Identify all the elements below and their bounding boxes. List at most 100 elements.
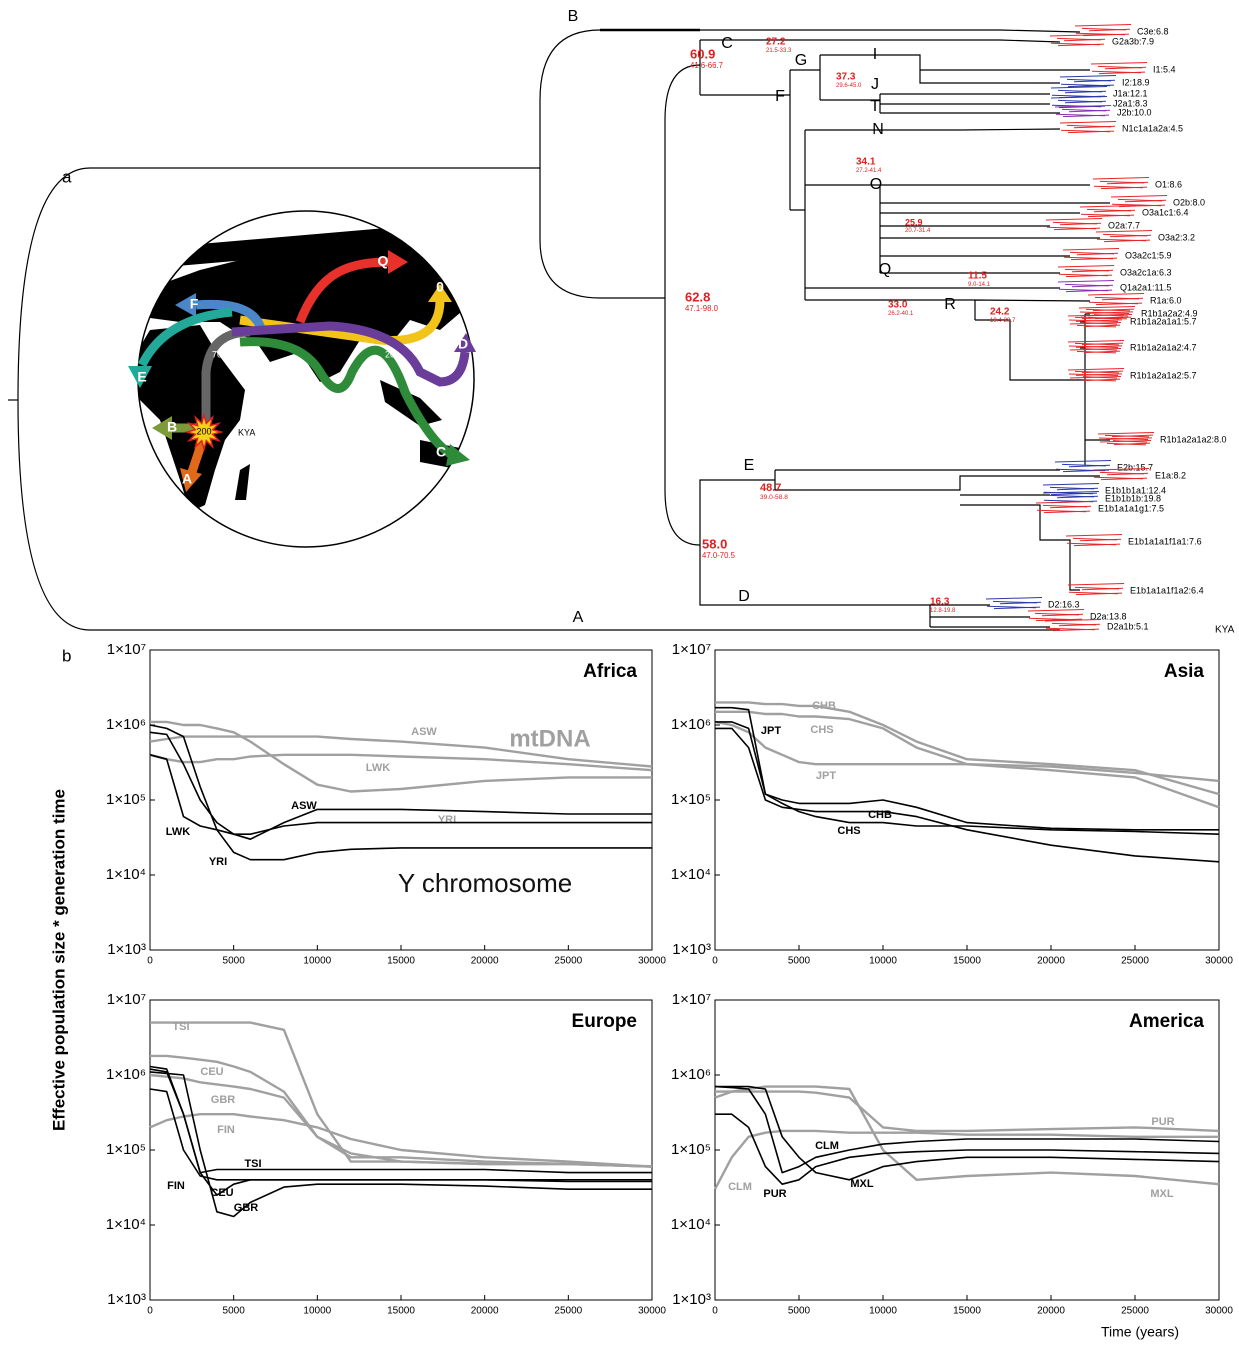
x-tick-label: 30000 (638, 1306, 666, 1317)
route-time: 40 (441, 346, 451, 356)
series-label: TSI (244, 1158, 261, 1170)
series-label: YRI (438, 814, 456, 826)
x-tick-label: 15000 (387, 1306, 415, 1317)
chart-title: Europe (572, 1011, 637, 1032)
leaf-label: E2b:15.7 (1117, 462, 1153, 472)
clade-label: D (738, 588, 750, 605)
origin-age: 200 (196, 426, 211, 436)
clade-label: A (573, 609, 584, 626)
series-label: MXL (1150, 1188, 1174, 1200)
series-label: PUR (763, 1188, 786, 1200)
x-tick-label: 30000 (1205, 1306, 1233, 1317)
series-label: CHB (812, 700, 836, 712)
y-tick-label: 1×10⁴ (106, 866, 146, 883)
leaf-label: R1b1a2a1a2:8.0 (1160, 434, 1227, 444)
leaf-label: N1c1a1a2a:4.5 (1122, 123, 1183, 133)
y-tick-label: 1×10⁷ (107, 991, 146, 1008)
series-label: LWK (166, 826, 190, 838)
series-label: MXL (850, 1178, 874, 1190)
node-age-range: 21.5-33.3 (766, 48, 792, 54)
chart-title: Africa (583, 661, 637, 682)
annotation: Y chromosome (398, 868, 572, 898)
leaf-label: I1:5.4 (1153, 64, 1176, 74)
x-tick-label: 20000 (1037, 1306, 1065, 1317)
y-tick-label: 1×10⁴ (671, 866, 711, 883)
x-tick-label: 30000 (638, 956, 666, 967)
clade-label: E (744, 457, 755, 474)
time-unit: KYA (1215, 625, 1235, 636)
leaf-label: I2:18.9 (1122, 77, 1150, 87)
series-label: LWK (366, 762, 390, 774)
route-label: B (167, 419, 177, 435)
leaf-label: Q1a2a1:11.5 (1120, 282, 1171, 292)
x-tick-label: 25000 (554, 1306, 582, 1317)
leaf-label: E1b1a1a1f1a2:6.4 (1130, 585, 1204, 595)
x-tick-label: 15000 (953, 1306, 981, 1317)
clade-label: O (870, 176, 882, 193)
node-age: 25.9 (905, 217, 923, 227)
leaf-label: R1b1a2a1a1:5.7 (1130, 316, 1197, 326)
y-tick-label: 1×10⁵ (106, 1141, 146, 1158)
node-age: 62.8 (685, 289, 710, 304)
node-age-range: 9.0-14.1 (968, 282, 991, 288)
node-age: 34.1 (856, 157, 876, 168)
leaf-label: O3a2:3.2 (1158, 232, 1195, 242)
series-label: JPT (761, 725, 781, 737)
y-tick-label: 1×10³ (107, 941, 146, 958)
annotation: mtDNA (509, 725, 590, 752)
x-tick-label: 20000 (471, 1306, 499, 1317)
series-label: FIN (217, 1124, 235, 1136)
x-tick-label: 5000 (223, 956, 246, 967)
clade-label: T (870, 98, 880, 115)
route-label: C (436, 444, 446, 460)
node-age: 37.3 (836, 72, 856, 83)
x-tick-label: 0 (712, 1306, 718, 1317)
node-age-range: 20.7-31.4 (905, 228, 931, 234)
node-age: 24.2 (990, 307, 1010, 318)
node-age-range: 12.8-19.8 (930, 608, 956, 614)
series-label: GBR (234, 1202, 259, 1214)
figure: a b Effective population size * generati… (0, 0, 1239, 1345)
series-label: FIN (167, 1180, 185, 1192)
series-label: GBR (211, 1094, 236, 1106)
series-label: ASW (291, 800, 317, 812)
leaf-label: O3a2c1:5.9 (1125, 250, 1172, 260)
leaf-label: E1a:8.2 (1155, 470, 1186, 480)
x-tick-label: 20000 (471, 956, 499, 967)
chart-title: Asia (1164, 661, 1205, 682)
node-age: 27.2 (766, 37, 786, 48)
leaf-label: G2a3b:7.9 (1112, 36, 1154, 46)
node-age: 33.0 (888, 300, 908, 311)
y-tick-label: 1×10⁶ (106, 716, 146, 733)
y-tick-label: 1×10⁵ (106, 791, 146, 808)
x-tick-label: 0 (147, 956, 153, 967)
node-age-range: 47.1-98.0 (685, 304, 719, 313)
y-tick-label: 1×10⁷ (107, 641, 146, 658)
x-tick-label: 20000 (1037, 956, 1065, 967)
series-label: TSI (172, 1021, 189, 1033)
route-time: 20 (385, 349, 395, 359)
y-tick-label: 1×10³ (107, 1291, 146, 1308)
node-age-range: 27.2-41.4 (856, 168, 882, 174)
series-label: CLM (815, 1140, 839, 1152)
node-age-range: 26.2-40.1 (888, 311, 914, 317)
y-tick-label: 1×10⁷ (672, 991, 711, 1008)
leaf-label: E1b1b1b:19.8 (1105, 493, 1161, 503)
y-tick-label: 1×10³ (672, 941, 711, 958)
leaf-label: J1a:12.1 (1113, 88, 1148, 98)
series-label: CEU (210, 1187, 233, 1199)
y-tick-label: 1×10⁶ (671, 1066, 711, 1083)
leaf-label: R1b1a2a1a2:5.7 (1130, 370, 1197, 380)
x-tick-label: 10000 (869, 956, 897, 967)
x-tick-label: 10000 (303, 956, 331, 967)
route-time: 60 (367, 388, 377, 398)
x-tick-label: 10000 (303, 1306, 331, 1317)
leaf-label: R1b1a2a1a2:4.7 (1130, 342, 1197, 352)
x-tick-label: 5000 (788, 1306, 811, 1317)
leaf-label: E1b1a1a1g1:7.5 (1098, 503, 1164, 513)
x-tick-label: 15000 (387, 956, 415, 967)
node-age-range: 39.0-58.8 (760, 494, 788, 501)
x-axis-label: Time (years) (1101, 1324, 1179, 1340)
node-age: 11.5 (968, 271, 987, 282)
x-tick-label: 25000 (1121, 956, 1149, 967)
